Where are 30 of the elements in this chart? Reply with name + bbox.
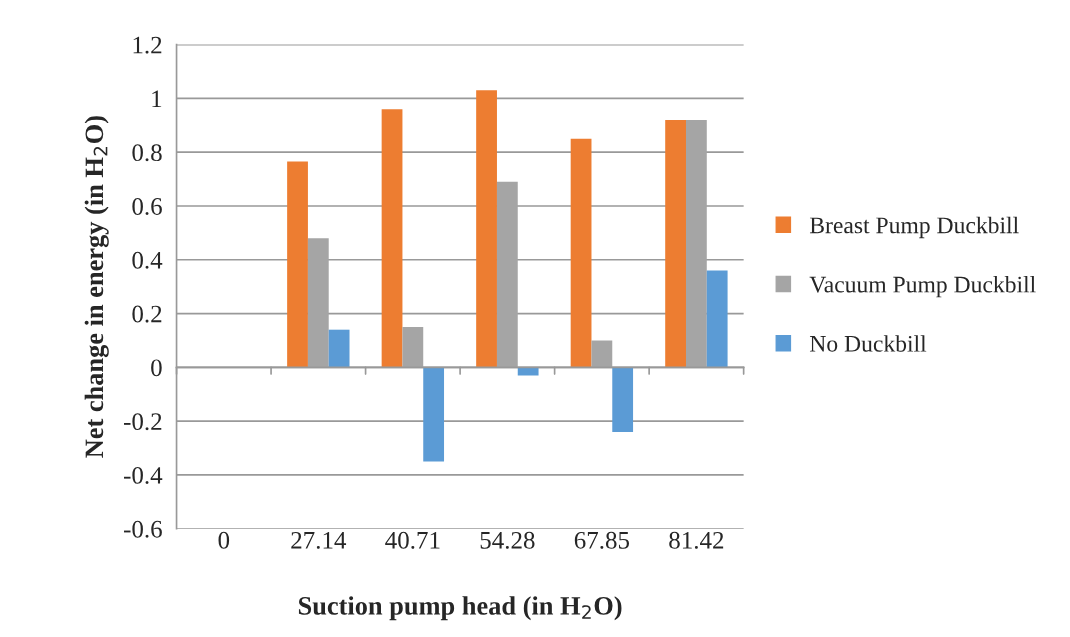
- x-tick-label: 67.85: [574, 531, 630, 549]
- legend-label: Vacuum Pump Duckbill: [809, 275, 1036, 298]
- bar: [381, 109, 403, 368]
- y-tick-label: -0.2: [124, 413, 162, 431]
- x-tick-label: 27.14: [291, 531, 347, 549]
- bar: [665, 119, 686, 368]
- bar: [612, 367, 634, 432]
- x-tick-label: 54.28: [480, 531, 535, 549]
- y-tick-label: 0.6: [132, 198, 162, 215]
- x-tick-label: 0: [218, 531, 230, 549]
- legend-label: Breast Pump Duckbill: [809, 216, 1019, 239]
- y-tick-label: 0.2: [132, 305, 162, 323]
- y-tick-label: 0: [151, 359, 162, 377]
- x-tick-label: 40.71: [385, 531, 440, 549]
- bar: [423, 367, 445, 462]
- x-tick-label: 81.42: [669, 531, 724, 549]
- bar: [570, 138, 592, 368]
- y-axis-title: Net change in energy (in H$_{2}$O): [84, 116, 109, 458]
- bar: [476, 90, 497, 368]
- y-tick-label: -0.6: [124, 520, 162, 538]
- bar: [287, 161, 308, 368]
- y-tick-label: -0.4: [124, 466, 163, 484]
- y-tick-label: 1: [152, 90, 162, 108]
- y-tick-label: 0.4: [132, 251, 163, 269]
- legend-label: No Duckbill: [809, 335, 927, 352]
- x-axis-title: Suction pump head (in H$_{2}$O): [298, 596, 622, 621]
- bar: [706, 270, 728, 368]
- y-tick-label: 0.8: [132, 144, 162, 162]
- bar: [328, 329, 350, 368]
- y-tick-label: 1.2: [133, 36, 162, 54]
